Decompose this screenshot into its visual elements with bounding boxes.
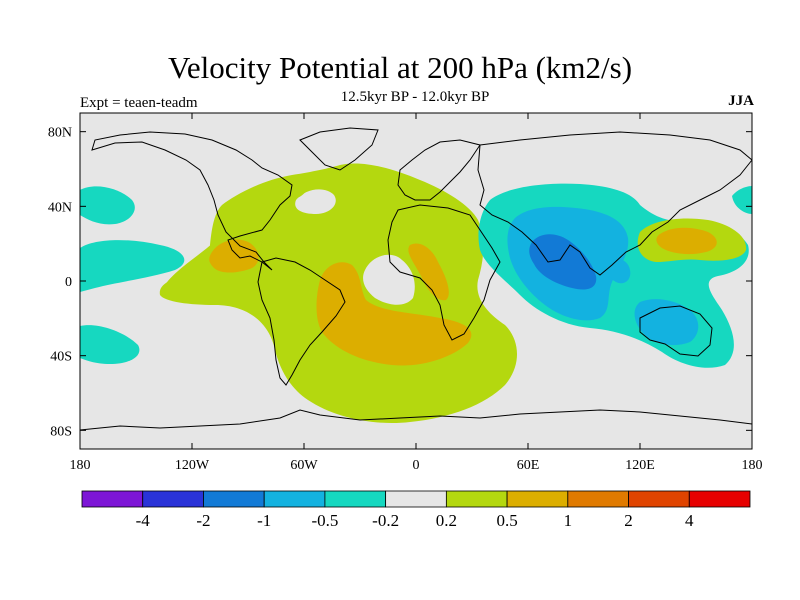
y-tick-label: 40N bbox=[48, 200, 72, 215]
contour-positive-mid-wpacific bbox=[656, 227, 717, 255]
colorbar-swatch bbox=[506, 490, 569, 508]
x-tick-label: 60E bbox=[517, 458, 540, 473]
coast-africa bbox=[387, 204, 501, 341]
y-tick-label: 80N bbox=[48, 126, 72, 141]
colorbar-label: -0.2 bbox=[372, 511, 399, 530]
chart-subtitle: 12.5kyr BP - 12.0kyr BP bbox=[340, 89, 490, 105]
contour-positive-mid-africa bbox=[408, 243, 449, 301]
contour-hole-north-atlantic bbox=[295, 189, 336, 214]
x-tick-label: 120E bbox=[625, 458, 655, 473]
coast-asia bbox=[477, 131, 752, 276]
colorbar-label: -0.5 bbox=[311, 511, 338, 530]
x-tick-label: 60W bbox=[290, 458, 318, 473]
colorbar-swatch bbox=[385, 490, 447, 508]
colorbar-swatch bbox=[567, 490, 629, 508]
x-axis: 180 120W 60W 0 60E 120E 180 bbox=[70, 113, 763, 473]
colorbar-label: -2 bbox=[196, 511, 210, 530]
experiment-label: Expt = teaen-teadm bbox=[80, 95, 198, 111]
colorbar-swatch bbox=[324, 490, 387, 508]
y-tick-label: 0 bbox=[65, 275, 72, 290]
contour-negative-mid-wpacific bbox=[607, 259, 631, 284]
colorbar-swatch bbox=[203, 490, 265, 508]
coast-antarctica bbox=[80, 409, 752, 431]
contour-negative-mid-australia bbox=[634, 299, 699, 346]
x-tick-label: 0 bbox=[413, 458, 420, 473]
y-tick-label: 80S bbox=[50, 424, 72, 439]
colorbar-swatch bbox=[142, 490, 204, 508]
contour-negative-weak-npacific-east bbox=[732, 186, 752, 214]
y-tick-label: 40S bbox=[50, 350, 72, 365]
coast-north-america bbox=[91, 131, 293, 271]
coast-australia bbox=[639, 305, 713, 357]
coastlines bbox=[80, 127, 752, 431]
season-label: JJA bbox=[728, 93, 754, 109]
x-tick-label: 180 bbox=[742, 458, 763, 473]
colorbar-label: 2 bbox=[624, 511, 633, 530]
x-tick-label: 120W bbox=[175, 458, 210, 473]
colorbar-label: -4 bbox=[136, 511, 151, 530]
colorbar: -4 -2 -1 -0.5 -0.2 0.2 0.5 1 2 4 bbox=[81, 490, 751, 530]
contour-negative-weak-npacific-west bbox=[80, 186, 135, 225]
colorbar-label: 4 bbox=[685, 511, 694, 530]
x-tick-label: 180 bbox=[70, 458, 91, 473]
coast-europe bbox=[397, 139, 481, 201]
contour-negative-strong-india bbox=[529, 234, 597, 290]
colorbar-label: -1 bbox=[257, 511, 271, 530]
contour-positive-weak-npacific bbox=[258, 181, 307, 205]
colorbar-label: 0.5 bbox=[496, 511, 517, 530]
colorbar-label: 0.2 bbox=[436, 511, 457, 530]
colorbar-swatch bbox=[445, 490, 508, 508]
colorbar-swatch bbox=[263, 490, 326, 508]
contour-negative-weak-south-pacific bbox=[80, 325, 140, 364]
colorbar-swatch bbox=[688, 490, 751, 508]
contour-negative-weak-pacific-tongue bbox=[80, 240, 185, 292]
contour-positive-weak-pacific bbox=[164, 242, 221, 303]
y-axis: 80N 40N 0 40S 80S bbox=[48, 126, 752, 439]
coast-south-america bbox=[257, 257, 346, 386]
colorbar-label: 1 bbox=[564, 511, 573, 530]
contour-positive-mid-south-atlantic bbox=[316, 262, 472, 366]
colorbar-swatch bbox=[628, 490, 690, 508]
chart-title: Velocity Potential at 200 hPa (km2/s) bbox=[167, 50, 633, 85]
coast-greenland bbox=[299, 127, 379, 171]
colorbar-swatch bbox=[81, 490, 144, 508]
contour-hole-gulf-of-guinea bbox=[363, 254, 415, 305]
contour-field bbox=[80, 113, 752, 449]
contour-positive-mid-central-america bbox=[209, 239, 259, 273]
